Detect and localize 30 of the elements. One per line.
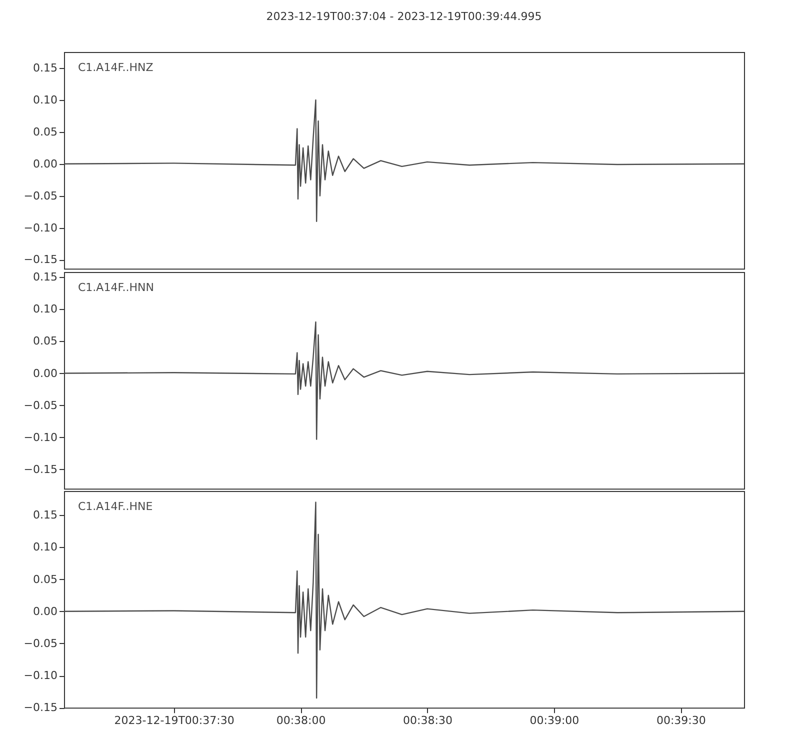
y-tick-label: −0.15 (24, 462, 58, 476)
y-tick-label: 0.15 (33, 270, 58, 284)
y-tick-label: −0.15 (24, 701, 58, 714)
y-tick-label: −0.10 (24, 221, 58, 234)
y-tick-label: −0.15 (24, 253, 58, 266)
text: C1.A14F..HNN (78, 281, 154, 294)
y-tick-label: 0.10 (33, 540, 58, 554)
y-tick-label: −0.05 (24, 189, 58, 202)
x-tick-label: 00:38:30 (403, 714, 452, 728)
y-tick-label: 0.05 (33, 125, 58, 138)
y-tick-label: −0.05 (24, 636, 58, 650)
y-tick-label: 0.00 (33, 366, 58, 380)
y-tick-label: 0.05 (33, 572, 58, 586)
y-tick-label: 0.10 (33, 93, 58, 106)
x-tick-label: 2023-12-19T00:37:30 (114, 714, 234, 728)
y-tick-label: −0.10 (24, 430, 58, 444)
y-tick-label: −0.05 (24, 398, 58, 412)
y-tick-label: 0.00 (33, 157, 58, 170)
y-tick-label: 0.00 (33, 604, 58, 618)
chart-title: 2023-12-19T00:37:04 - 2023-12-19T00:39:44.995 (266, 10, 542, 23)
x-tick-label: 00:39:30 (656, 714, 706, 728)
text: C1.A14F..HNE (78, 500, 153, 513)
y-tick-label: 0.15 (33, 508, 58, 522)
text: C1.A14F..HNZ (78, 61, 154, 74)
y-tick-label: 0.15 (33, 61, 58, 74)
x-tick-label: 00:38:00 (276, 714, 326, 728)
x-tick-label: 00:39:00 (530, 714, 580, 728)
y-tick-label: 0.05 (33, 334, 58, 348)
y-tick-label: 0.10 (33, 302, 58, 316)
y-tick-label: −0.10 (24, 669, 58, 682)
